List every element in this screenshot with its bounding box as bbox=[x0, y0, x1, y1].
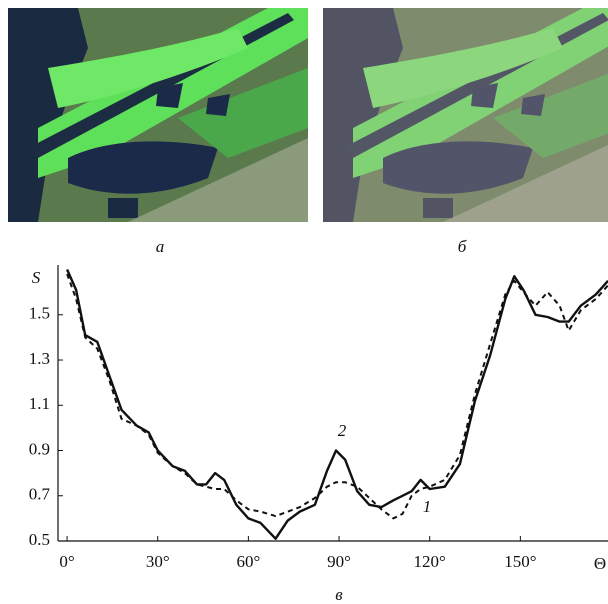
series-label: 2 bbox=[338, 421, 347, 440]
series-label: 1 bbox=[423, 497, 432, 516]
image-b bbox=[323, 8, 608, 222]
series-line bbox=[66, 269, 608, 540]
x-tick-label: 60° bbox=[236, 552, 260, 571]
x-tick-label: 120° bbox=[414, 552, 446, 571]
y-tick-label: 0.9 bbox=[29, 439, 50, 458]
x-axis-label: Θ bbox=[594, 554, 606, 573]
y-tick-label: 0.5 bbox=[29, 530, 50, 549]
caption-c: в bbox=[335, 585, 343, 604]
x-tick-label: 150° bbox=[504, 552, 536, 571]
y-axis-label: S bbox=[32, 268, 41, 287]
y-tick-label: 1.3 bbox=[29, 349, 50, 368]
y-tick-label: 0.7 bbox=[29, 485, 51, 504]
caption-b: б bbox=[458, 237, 467, 256]
y-tick-label: 1.1 bbox=[29, 394, 50, 413]
x-tick-label: 30° bbox=[146, 552, 170, 571]
x-tick-label: 0° bbox=[59, 552, 74, 571]
caption-a: а bbox=[156, 237, 165, 256]
x-tick-label: 90° bbox=[327, 552, 351, 571]
series-line bbox=[66, 273, 608, 520]
y-tick-label: 1.5 bbox=[29, 304, 50, 323]
image-a bbox=[8, 8, 308, 222]
